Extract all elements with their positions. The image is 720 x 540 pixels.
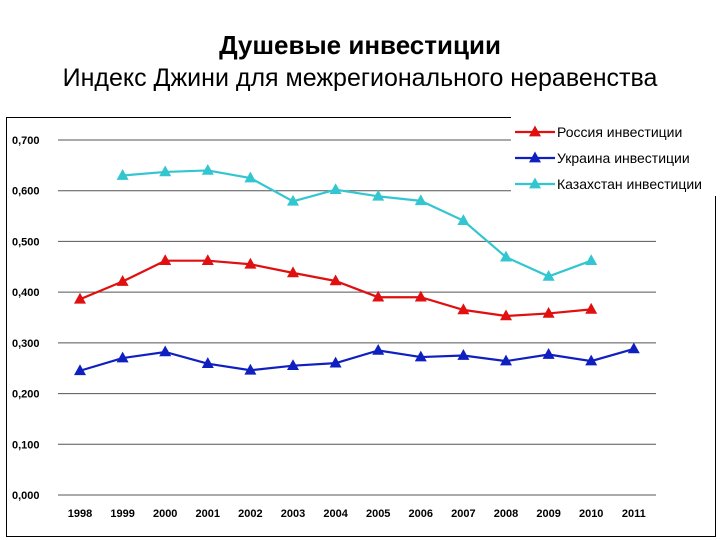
x-tick-label: 2006 — [409, 508, 433, 520]
data-point — [414, 290, 427, 302]
data-point — [372, 290, 385, 302]
data-point — [74, 292, 86, 304]
x-tick-label: 2004 — [323, 508, 348, 520]
data-point — [201, 254, 214, 266]
data-point — [585, 354, 598, 366]
legend-entry: Россия инвестиции — [557, 124, 682, 140]
data-point — [542, 269, 555, 281]
series-lines — [79, 169, 635, 372]
y-axis-ticks: 0,000 0,100 0,200 0,300 0,400 0,500 0,600 0,700 — [12, 135, 40, 502]
data-point — [159, 345, 172, 357]
legend-swatch-marker — [529, 125, 541, 137]
data-point — [585, 254, 598, 266]
data-point — [372, 189, 385, 201]
x-tick-label: 2001 — [196, 508, 220, 520]
y-tick-label: 0,400 — [12, 287, 40, 299]
y-tick-label: 0,000 — [12, 490, 40, 502]
y-tick-label: 0,100 — [12, 439, 40, 451]
data-point — [244, 257, 257, 269]
x-tick-label: 2008 — [494, 508, 518, 520]
y-tick-label: 0,300 — [12, 338, 40, 350]
data-point — [159, 165, 172, 177]
x-tick-label: 2002 — [238, 508, 262, 520]
y-tick-label: 0,500 — [12, 236, 40, 248]
data-point — [372, 343, 385, 355]
x-tick-label: 2009 — [536, 508, 560, 520]
data-point — [287, 359, 299, 370]
x-tick-label: 2005 — [366, 508, 390, 520]
legend-swatch-marker — [529, 151, 541, 163]
legend-entry: Украина инвестиции — [557, 150, 690, 166]
x-tick-label: 2007 — [451, 508, 475, 520]
data-point — [500, 309, 512, 321]
data-point — [329, 183, 342, 195]
y-tick-label: 0,200 — [12, 389, 40, 401]
legend-swatch-marker — [529, 177, 541, 189]
data-point — [159, 254, 172, 266]
data-point — [457, 349, 470, 360]
data-point — [201, 163, 214, 175]
data-point — [74, 364, 86, 376]
legend: Россия инвестиции Украина инвестиции Казах… — [511, 116, 717, 196]
series-line — [122, 169, 592, 278]
data-point — [457, 303, 470, 315]
x-tick-label: 2003 — [281, 508, 305, 520]
data-point — [287, 194, 299, 206]
data-point — [414, 194, 427, 206]
series-line — [79, 347, 635, 372]
series-line — [79, 259, 592, 318]
data-point — [500, 354, 512, 366]
data-point — [500, 250, 512, 262]
data-point — [116, 351, 129, 363]
page-title: Душевые инвестиции — [219, 30, 501, 60]
data-point — [116, 169, 129, 180]
x-tick-label: 1998 — [68, 508, 92, 520]
page-subtitle: Индекс Джини для межрегионального нераве… — [62, 64, 658, 92]
data-point — [244, 363, 257, 375]
data-point — [414, 350, 427, 362]
data-point — [585, 302, 598, 314]
data-point — [329, 356, 342, 368]
x-tick-label: 1999 — [110, 508, 134, 520]
data-point — [287, 266, 299, 278]
data-point — [542, 348, 555, 359]
data-point — [244, 171, 257, 183]
data-point — [116, 275, 129, 286]
x-axis-ticks: 1998 1999 2000 2001 2002 2003 2004 2005 2006 2007… — [68, 508, 646, 520]
y-tick-label: 0,700 — [12, 135, 40, 147]
legend-box — [511, 116, 717, 196]
y-tick-label: 0,600 — [12, 186, 40, 198]
x-tick-label: 2011 — [622, 508, 646, 520]
x-tick-label: 2000 — [153, 508, 177, 520]
data-point — [627, 342, 640, 354]
x-tick-label: 2010 — [579, 508, 603, 520]
legend-entry: Казахстан инвестиции — [557, 176, 702, 192]
data-point — [201, 357, 214, 368]
data-point — [329, 274, 342, 286]
series-markers — [74, 163, 640, 376]
data-point — [457, 214, 470, 225]
data-point — [542, 306, 555, 318]
